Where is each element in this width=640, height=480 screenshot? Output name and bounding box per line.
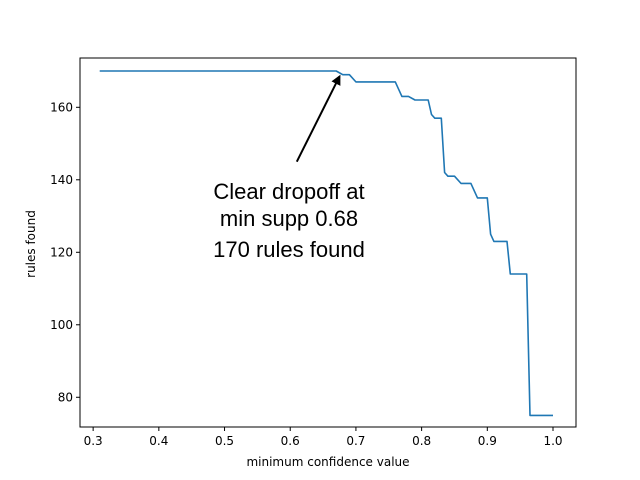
annotation-line-2: min supp 0.68 [220, 206, 358, 231]
series-line-0 [99, 70, 553, 417]
x-tick-label: 0.5 [215, 434, 234, 448]
annotation: Clear dropoff at min supp 0.68 170 rules… [213, 74, 365, 262]
series-layer [99, 70, 553, 417]
x-tick-label: 0.3 [84, 434, 103, 448]
y-tick-label: 100 [50, 318, 73, 332]
x-axis-ticks: 0.3 0.4 0.5 0.6 0.7 0.8 0.9 1.0 [84, 427, 563, 448]
annotation-line-3: 170 rules found [213, 237, 365, 262]
plot-area [79, 57, 577, 428]
x-tick-label: 0.6 [281, 434, 300, 448]
y-axis-ticks: 80 100 120 140 160 [50, 100, 80, 404]
x-axis-label: minimum confidence value [246, 455, 409, 469]
x-tick-label: 0.9 [478, 434, 497, 448]
x-tick-label: 0.8 [412, 434, 431, 448]
annotation-line-1: Clear dropoff at [213, 179, 364, 204]
y-axis-label: rules found [24, 210, 38, 278]
y-tick-label: 140 [50, 173, 73, 187]
y-tick-label: 160 [50, 100, 73, 114]
x-tick-label: 0.7 [346, 434, 365, 448]
y-tick-label: 80 [58, 390, 73, 404]
x-tick-label: 1.0 [543, 434, 562, 448]
x-tick-label: 0.4 [149, 434, 168, 448]
y-tick-label: 120 [50, 245, 73, 259]
annotation-arrow [295, 74, 341, 163]
plot-frame [79, 57, 577, 428]
